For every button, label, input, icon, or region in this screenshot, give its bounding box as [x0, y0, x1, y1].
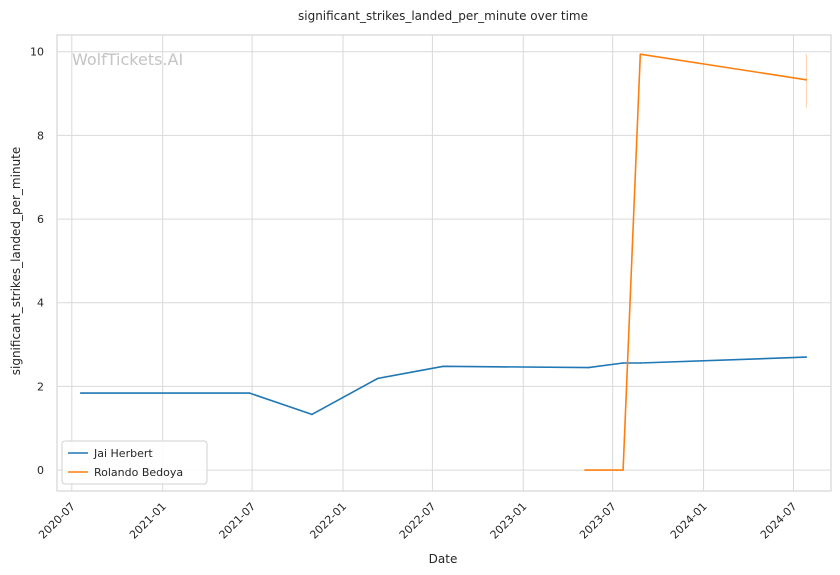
- series-line-rolando-bedoya: [585, 53, 807, 471]
- data-point: [805, 356, 808, 358]
- x-tick-label: 2022-07: [397, 500, 439, 542]
- grid: [57, 35, 831, 491]
- x-tick-label: 2020-07: [36, 500, 78, 542]
- data-point: [584, 469, 586, 471]
- chart-title: significant_strikes_landed_per_minute ov…: [298, 9, 588, 23]
- data-point: [639, 362, 642, 364]
- series-layer: [79, 53, 808, 471]
- x-tick-label: 2023-07: [577, 500, 619, 542]
- x-tick-label: 2024-01: [668, 500, 710, 542]
- data-point: [442, 365, 445, 368]
- y-axis-ticks: 0 2 4 6 8 10: [30, 46, 44, 477]
- plot-area: WolfTickets.AI: [56, 34, 832, 492]
- legend-box: [61, 440, 208, 485]
- x-tick-label: 2024-07: [758, 500, 800, 542]
- data-point: [622, 469, 624, 471]
- x-tick-label: 2021-07: [217, 500, 259, 542]
- data-point: [622, 362, 624, 364]
- y-tick-label: 6: [37, 213, 44, 226]
- data-point: [376, 377, 379, 380]
- x-axis-label: Date: [429, 552, 458, 566]
- watermark: WolfTickets.AI: [72, 50, 183, 69]
- y-tick-label: 8: [37, 129, 44, 142]
- legend: Jai Herbert Rolando Bedoya: [61, 440, 208, 485]
- x-tick-label: 2023-01: [488, 500, 530, 542]
- y-tick-label: 10: [30, 46, 44, 59]
- plot-frame: [56, 34, 832, 492]
- y-tick-label: 0: [37, 464, 44, 477]
- data-point: [248, 392, 251, 394]
- data-point: [79, 392, 82, 394]
- x-tick-label: 2022-01: [307, 500, 349, 542]
- x-tick-label: 2021-01: [127, 500, 169, 542]
- y-tick-label: 4: [37, 297, 44, 310]
- x-axis-ticks: 2020-07 2021-01 2021-07 2022-01 2022-07 2023-…: [36, 500, 799, 542]
- data-point: [311, 413, 313, 416]
- data-point: [805, 78, 808, 81]
- data-point: [587, 366, 590, 369]
- legend-label: Rolando Bedoya: [94, 466, 183, 479]
- y-axis-label: significant_strikes_landed_per_minute: [9, 147, 23, 376]
- y-tick-label: 2: [37, 380, 44, 393]
- legend-label: Jai Herbert: [93, 447, 153, 460]
- data-point: [639, 53, 642, 56]
